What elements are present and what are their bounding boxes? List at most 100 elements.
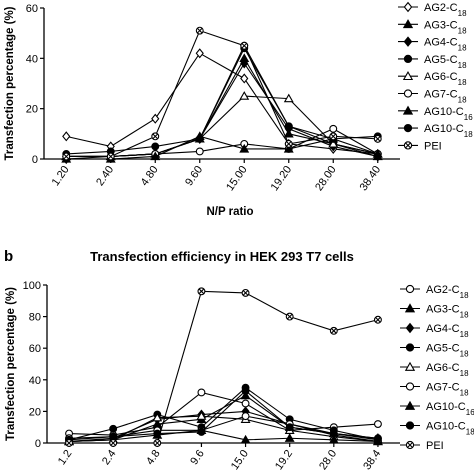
b-legend-marker	[405, 440, 415, 450]
b-data-point	[373, 434, 382, 443]
b-x-tick-label: 4.8	[144, 448, 163, 467]
b-legend-label: AG6-C18	[426, 362, 469, 378]
a-legend-item: AG6-C18	[398, 70, 467, 87]
a-legend-item: AG7-C18	[398, 89, 467, 104]
b-x-tick-label: 19.2	[273, 448, 295, 472]
a-legend-label-subscript: 18	[458, 26, 467, 35]
a-data-point	[329, 132, 338, 141]
b-legend-label: AG4-C18	[426, 323, 469, 339]
a-legend-label: PEI	[424, 140, 442, 152]
a-legend-item: AG4-C18	[398, 36, 467, 53]
a-data-point	[328, 138, 339, 148]
b-data-point	[285, 423, 294, 432]
a-data-point	[195, 134, 204, 143]
b-legend-label-subscript: 18	[460, 330, 469, 339]
a-series-8	[62, 26, 382, 161]
b-legend-item: AG5-C18	[400, 343, 469, 358]
a-data-point	[283, 93, 294, 103]
a-legend-item: AG10-C16	[398, 105, 473, 121]
a-legend-label-subscript: 16	[464, 112, 473, 121]
b-series-8	[65, 287, 382, 447]
b-legend-marker	[405, 421, 415, 430]
a-legend-label-subscript: 18	[458, 60, 467, 69]
a-legend-label-subscript: 18	[458, 78, 467, 87]
a-legend-label-subscript: 18	[458, 9, 467, 18]
b-data-point	[241, 386, 250, 395]
a-legend-item: PEI	[398, 140, 442, 152]
b-series-line	[68, 386, 379, 441]
b-data-point	[153, 439, 162, 447]
b-chart-title: Transfection efficiency in HEK 293 T7 ce…	[90, 249, 354, 264]
a-x-tick-label: 2.40	[94, 164, 116, 188]
b-legend-label-subscript: 18	[466, 427, 474, 436]
a-series-line	[66, 135, 378, 160]
b-y-tick-label: 20	[29, 406, 41, 418]
b-x-tick-label: 2.4	[100, 448, 119, 467]
a-x-tick-label: 15.00	[224, 164, 250, 193]
a-data-point	[284, 139, 293, 148]
a-x-tick-label: 28.00	[313, 164, 339, 193]
a-x-tick-label: 4.80	[139, 164, 161, 188]
b-x-tick-label: 38.4	[361, 448, 383, 472]
b-data-point	[65, 439, 74, 447]
b-y-tick-label: 60	[29, 343, 41, 355]
a-legend-item: AG5-C18	[398, 54, 467, 70]
a-legend-label: AG3-C18	[424, 19, 467, 35]
a-data-point	[239, 91, 250, 100]
b-y-tick-label: 80	[29, 312, 41, 324]
b-series-line	[69, 390, 378, 441]
a-data-point	[195, 147, 204, 156]
a-x-tick-label: 19.20	[269, 164, 295, 193]
b-data-point	[373, 420, 382, 428]
b-legend-label: AG10-C16	[426, 401, 474, 417]
a-legend-marker	[402, 105, 414, 115]
b-legend-label: AG3-C18	[426, 304, 469, 320]
a-x-tick-label: 38.40	[358, 164, 384, 193]
panel-a-chart: 0 20 40 60 1.20 2.40 4.80 9.60 15.00 19.20 28.00 38…	[4, 1, 473, 218]
a-series-line	[66, 52, 378, 155]
a-legend-label: AG10-C18	[424, 123, 473, 139]
a-data-point	[239, 143, 250, 153]
b-data-point	[241, 399, 250, 408]
b-legend-item: AG2-C18	[400, 284, 469, 300]
b-legend-label: AG7-C18	[426, 382, 469, 398]
a-series-line	[66, 29, 378, 158]
a-data-point	[150, 151, 161, 161]
b-y-tick-label: 0	[35, 438, 41, 450]
b-legend-marker	[405, 284, 415, 294]
b-y-axis-title: Transfection percentage (%)	[5, 287, 17, 441]
a-legend-marker	[403, 54, 413, 64]
a-y-tick-label: 20	[26, 104, 38, 116]
b-y-tick-label: 100	[23, 280, 41, 292]
b-legend-marker	[404, 400, 416, 410]
a-data-point	[329, 124, 338, 133]
b-legend-label: AG2-C18	[426, 284, 469, 300]
b-legend-marker	[404, 361, 416, 371]
b-legend-item: AG10-C16	[400, 400, 474, 417]
b-data-point	[329, 326, 338, 335]
b-legend-label-subscript: 18	[460, 388, 469, 397]
b-data-point	[284, 433, 295, 442]
a-data-point	[372, 148, 383, 158]
b-legend-marker	[404, 303, 416, 313]
a-data-point	[62, 152, 71, 161]
b-data-point	[329, 429, 338, 438]
a-legend-label: AG5-C18	[424, 54, 467, 70]
b-data-point	[152, 412, 163, 422]
a-y-tick-label: 40	[26, 53, 38, 65]
b-legend-label: PEI	[426, 440, 444, 452]
b-data-point	[109, 424, 118, 433]
b-legend-label-subscript: 18	[460, 369, 469, 378]
a-legend-label-subscript: 18	[458, 95, 467, 104]
a-legend-label: AG4-C18	[424, 37, 467, 53]
b-data-point	[328, 434, 339, 444]
b-y-tick-label: 40	[29, 375, 41, 387]
b-legend-item: AG7-C18	[400, 382, 469, 398]
a-data-point	[151, 113, 160, 124]
a-legend-label: AG2-C18	[424, 2, 467, 18]
a-data-point	[195, 48, 204, 59]
b-legend-marker	[405, 343, 415, 352]
a-legend-marker	[403, 123, 413, 133]
a-x-axis-title: N/P ratio	[206, 206, 253, 218]
b-data-point	[241, 288, 250, 297]
